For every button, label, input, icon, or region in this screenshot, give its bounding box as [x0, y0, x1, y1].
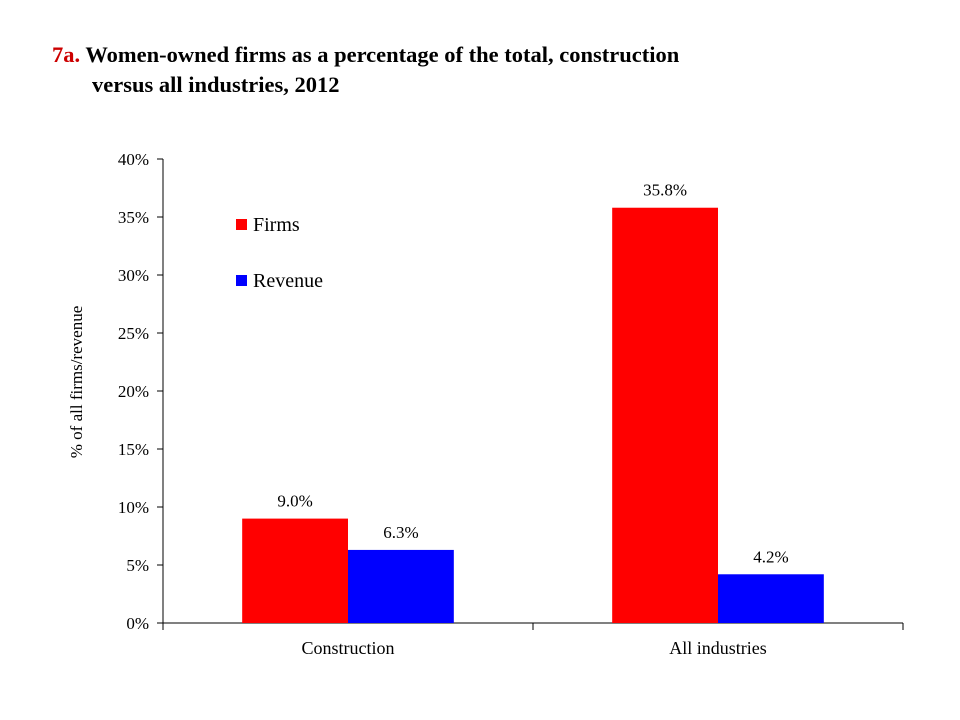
data-label: 9.0% [277, 492, 312, 511]
x-category-label: All industries [669, 638, 767, 658]
y-tick-label: 40% [118, 150, 149, 169]
data-label: 35.8% [643, 181, 687, 200]
y-tick-label: 10% [118, 498, 149, 517]
data-label: 4.2% [753, 547, 788, 566]
y-tick-label: 30% [118, 266, 149, 285]
legend-label-revenue: Revenue [253, 270, 323, 292]
x-category-label: Construction [302, 638, 395, 658]
bar-firms-all-industries [612, 207, 718, 623]
bar-firms-construction [242, 518, 348, 623]
data-labels: 9.0% 6.3% 35.8% 4.2% [277, 181, 788, 567]
x-axis: Construction All industries [162, 622, 904, 658]
bar-revenue-all-industries [718, 574, 824, 623]
legend-label-firms: Firms [253, 214, 300, 236]
chart-title-line-1: 7a. Women-owned firms as a percentage of… [52, 42, 679, 68]
legend-swatch-revenue [236, 275, 247, 286]
chart-title-line-2: versus all industries, 2012 [92, 72, 340, 97]
y-tick-label: 5% [126, 556, 149, 575]
chart-title-text-1: Women-owned firms as a percentage of the… [85, 42, 680, 67]
y-tick-label: 25% [118, 324, 149, 343]
chart-number: 7a. [52, 42, 81, 67]
y-tick-label: 15% [118, 440, 149, 459]
y-axis: 0% 5% 10% 15% 20% 25% 30% 35% 40% [118, 150, 164, 633]
y-axis-title: % of all firms/revenue [67, 306, 86, 458]
y-tick-label: 35% [118, 208, 149, 227]
data-label: 6.3% [383, 523, 418, 542]
bar-revenue-construction [348, 549, 454, 623]
y-tick-label: 20% [118, 382, 149, 401]
legend-swatch-firms [236, 219, 247, 230]
y-tick-label: 0% [126, 614, 149, 633]
bars [242, 207, 824, 623]
legend: Firms Revenue [236, 214, 323, 292]
